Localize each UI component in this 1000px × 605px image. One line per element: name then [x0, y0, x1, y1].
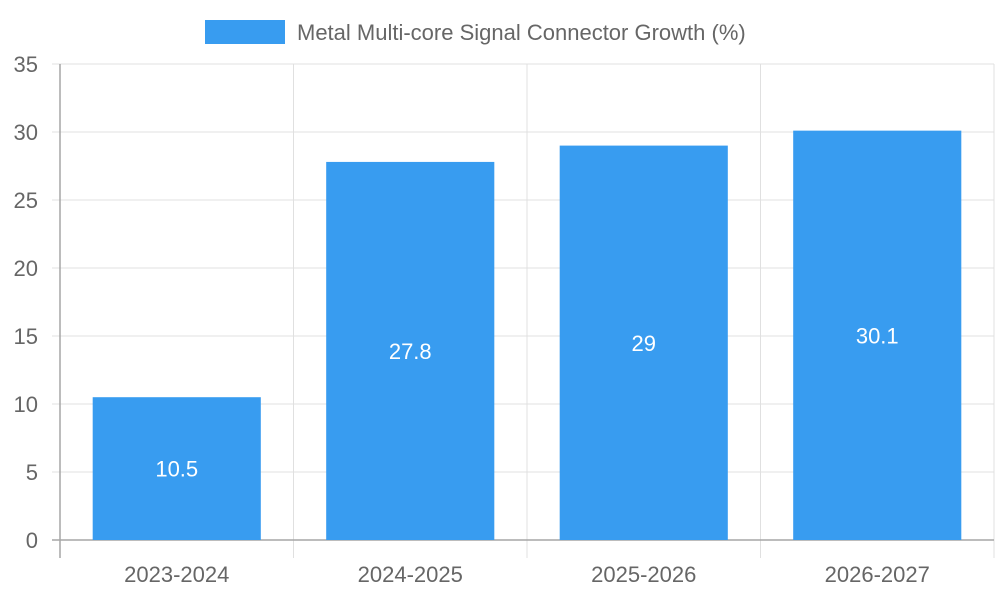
y-tick-label: 20: [14, 256, 38, 281]
x-tick-label: 2025-2026: [591, 562, 696, 587]
y-axis-tick-labels: 0 5 10 15 20 25 30 35: [14, 52, 38, 553]
legend[interactable]: Metal Multi-core Signal Connector Growth…: [205, 20, 746, 45]
y-tick-label: 25: [14, 188, 38, 213]
legend-swatch: [205, 20, 285, 44]
bars: [92, 130, 962, 541]
data-labels: 10.5 27.8 29 30.1: [155, 323, 898, 481]
bar: [92, 397, 261, 540]
x-tick-label: 2024-2025: [358, 562, 463, 587]
bar-value-label: 10.5: [155, 457, 198, 482]
y-tick-label: 0: [26, 528, 38, 553]
bar: [793, 130, 962, 540]
y-tick-label: 35: [14, 52, 38, 77]
y-tick-label: 5: [26, 460, 38, 485]
bar-value-label: 30.1: [856, 323, 899, 348]
x-axis-tick-labels: 2023-2024 2024-2025 2025-2026 2026-2027: [124, 562, 930, 587]
bar-value-label: 27.8: [389, 339, 432, 364]
y-tick-label: 30: [14, 120, 38, 145]
bar-value-label: 29: [632, 331, 656, 356]
bar: [559, 145, 728, 540]
bar: [326, 161, 495, 541]
y-tick-label: 10: [14, 392, 38, 417]
legend-label: Metal Multi-core Signal Connector Growth…: [297, 20, 746, 45]
x-tick-label: 2026-2027: [825, 562, 930, 587]
y-tick-label: 15: [14, 324, 38, 349]
x-tick-label: 2023-2024: [124, 562, 229, 587]
